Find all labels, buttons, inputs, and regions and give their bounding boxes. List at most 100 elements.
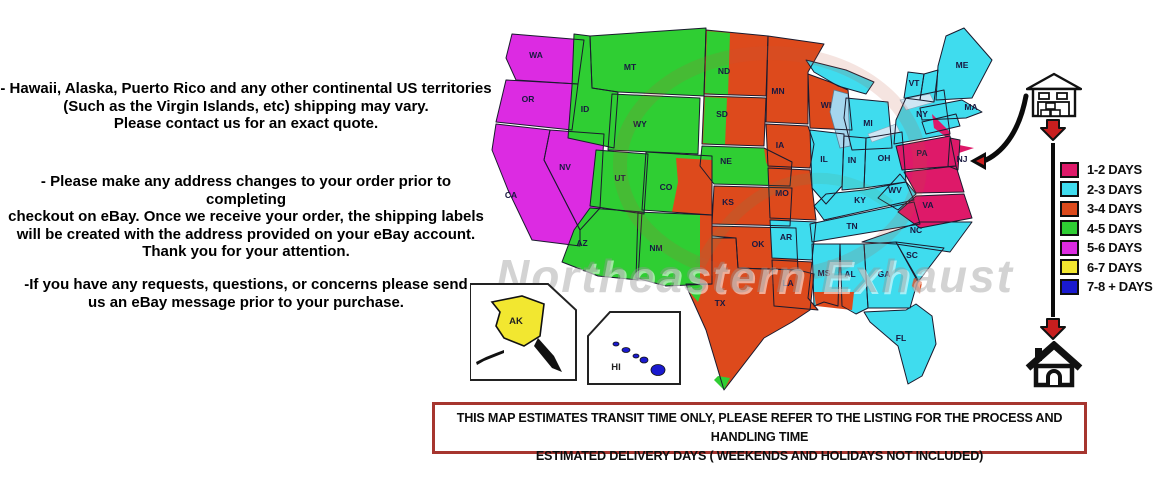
state-ms <box>812 244 840 306</box>
state-or <box>496 80 578 130</box>
state-label-fl: FL <box>896 333 906 343</box>
origin-arrow-curve <box>983 93 1029 163</box>
state-mi_up <box>806 60 874 94</box>
state-va <box>898 194 972 228</box>
warehouse-icon <box>1026 72 1082 118</box>
border-nh <box>919 69 939 103</box>
disclaimer-line-2: ESTIMATED DELIVERY DAYS ( WEEKENDS AND H… <box>535 449 984 463</box>
state-label-wv: WV <box>888 185 902 195</box>
zone-patch-nd_w <box>705 31 730 95</box>
state-label-tn: TN <box>846 221 857 231</box>
border-ms <box>811 243 841 307</box>
note-contact: -If you have any requests, questions, or… <box>24 276 468 311</box>
state-labels: WA OR CA NV ID MT WY UT AZ NM CO ND SD NE KS OK TX MN IA MO… <box>505 50 978 343</box>
state-label-in: IN <box>848 155 857 165</box>
legend-swatch-3-4 <box>1060 200 1079 217</box>
state-label-ne: NE <box>720 156 732 166</box>
legend-swatch-7-8+ <box>1060 278 1079 295</box>
border-al <box>839 243 869 315</box>
route-line <box>1051 143 1055 317</box>
note-address-changes: - Please make any address changes to you… <box>8 173 484 260</box>
watermark-swoosh-2 <box>695 172 894 268</box>
zone-patch-tx_w <box>686 284 704 302</box>
watermark-text-emboss: Northeastern Exhaust <box>498 252 1016 304</box>
state-ca <box>492 124 580 246</box>
border-sd <box>701 95 767 147</box>
state-label-ny: NY <box>916 109 928 119</box>
inset-island <box>612 341 620 347</box>
state-label-wi: WI <box>821 100 831 110</box>
zone-patch-ne_e <box>764 148 792 186</box>
inset-label-hi: HI <box>611 362 621 373</box>
border-la <box>771 259 819 311</box>
legend-row-7-8+: 7-8 + DAYS <box>1060 277 1153 297</box>
state-label-ms: MS <box>818 268 831 278</box>
legend-label-7-8+: 7-8 + DAYS <box>1087 279 1153 295</box>
border-ar <box>769 219 817 261</box>
border-mi_up <box>805 59 875 95</box>
border-wi <box>807 73 853 131</box>
state-borders <box>491 27 993 391</box>
note-territories: - Hawaii, Alaska, Puerto Rico and any ot… <box>0 80 492 132</box>
inset-detail <box>534 338 562 372</box>
inset-shape-ak <box>490 295 545 347</box>
inset-box-hi <box>587 311 681 385</box>
border-mo <box>767 167 817 221</box>
legend-swatch-5-6 <box>1060 239 1079 256</box>
zone-patch-ms_s <box>814 292 854 310</box>
state-nv <box>544 130 604 230</box>
legend-label-3-4: 3-4 DAYS <box>1087 201 1142 217</box>
state-me <box>936 28 992 100</box>
state-sc <box>896 242 944 282</box>
inset-island <box>621 347 631 353</box>
legend-swatch-1-2 <box>1060 161 1079 178</box>
inset-island <box>632 353 640 359</box>
state-label-pa: PA <box>916 148 927 158</box>
legend-row-3-4: 3-4 DAYS <box>1060 199 1153 219</box>
origin-arrow-group <box>970 93 1029 170</box>
border-ma <box>919 99 983 121</box>
state-mn <box>766 36 824 124</box>
state-label-ma: MA <box>964 102 977 112</box>
zone-patch-ny_se <box>932 114 950 140</box>
state-label-co: CO <box>660 182 673 192</box>
state-label-ks: KS <box>722 197 734 207</box>
state-label-vt: VT <box>909 78 921 88</box>
legend-label-5-6: 5-6 DAYS <box>1087 240 1142 256</box>
state-il <box>810 130 844 204</box>
legend-row-5-6: 5-6 DAYS <box>1060 238 1153 258</box>
state-label-az: AZ <box>576 238 587 248</box>
state-label-tx: TX <box>715 298 726 308</box>
state-label-mt: MT <box>624 62 637 72</box>
state-label-ok: OK <box>752 239 766 249</box>
transit-time-legend: 1-2 DAYS 2-3 DAYS 3-4 DAYS 4-5 DAYS 5-6 DAYS… <box>1060 160 1153 297</box>
legend-row-2-3: 2-3 DAYS <box>1060 180 1153 200</box>
state-label-ky: KY <box>854 195 866 205</box>
border-md_de <box>903 165 965 194</box>
disclaimer-line-1: THIS MAP ESTIMATES TRANSIT TIME ONLY, PL… <box>456 411 1063 444</box>
state-label-sc: SC <box>906 250 918 260</box>
legend-swatch-6-7 <box>1060 259 1079 276</box>
border-nv <box>543 129 605 231</box>
inset-label-ak: AK <box>509 316 523 327</box>
us-transit-map: WA OR CA NV ID MT WY UT AZ NM CO ND SD NE KS OK TX MN IA MO… <box>470 27 1029 391</box>
border-ny <box>893 89 951 145</box>
state-label-mo: MO <box>775 188 789 198</box>
zone-patch-sd_w <box>703 97 727 145</box>
watermark-group: Northeastern Exhaust Northeastern Exhaus… <box>496 46 1016 304</box>
state-tn <box>810 202 920 242</box>
state-label-va: VA <box>922 200 933 210</box>
border-ut <box>589 149 649 215</box>
state-label-ca: CA <box>505 190 517 200</box>
house-icon <box>1025 341 1083 388</box>
state-fl <box>864 304 936 384</box>
state-pa <box>896 136 956 170</box>
state-md_de <box>904 166 964 193</box>
inset-boxes: AK HI <box>470 283 681 385</box>
border-ks <box>711 185 793 227</box>
state-label-ar: AR <box>780 232 792 242</box>
state-ma <box>920 100 982 120</box>
legend-label-1-2: 1-2 DAYS <box>1087 162 1142 178</box>
legend-label-6-7: 6-7 DAYS <box>1087 259 1142 275</box>
